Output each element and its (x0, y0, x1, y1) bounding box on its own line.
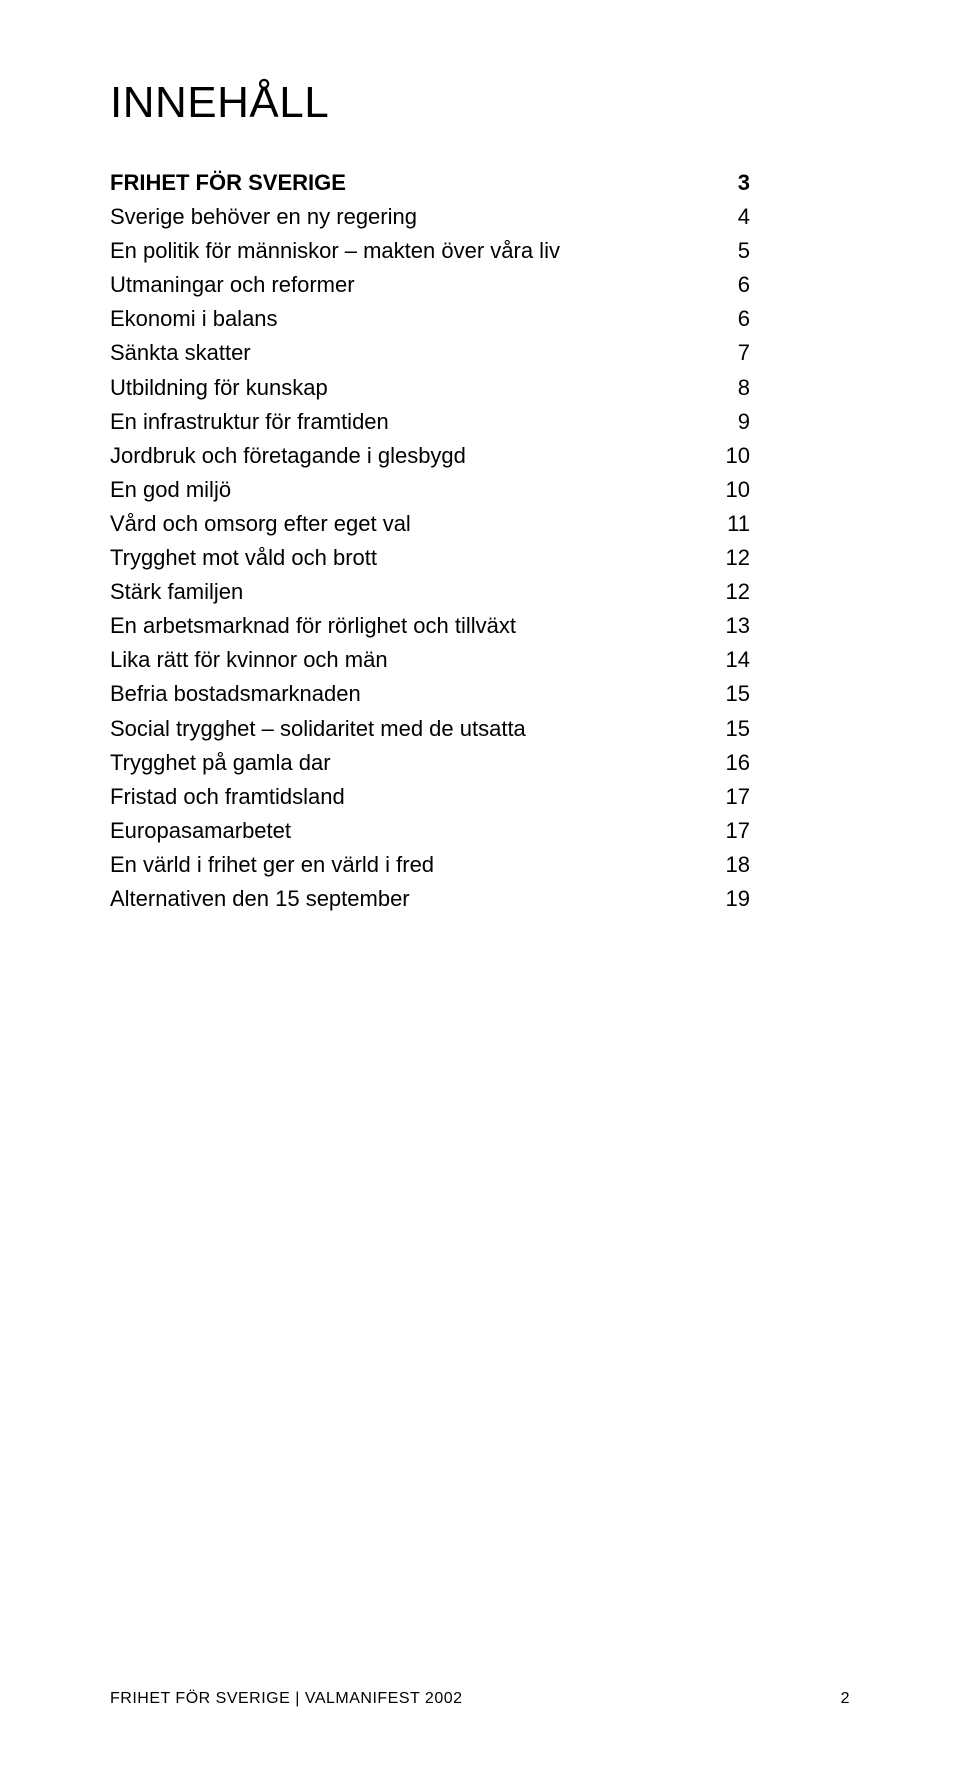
toc-entry-label: En politik för människor – makten över v… (110, 234, 718, 268)
toc-row: En värld i frihet ger en värld i fred18 (110, 848, 750, 882)
toc-row: Befria bostadsmarknaden15 (110, 677, 750, 711)
toc-row: Lika rätt för kvinnor och män14 (110, 643, 750, 677)
toc-row: Ekonomi i balans6 (110, 302, 750, 336)
page-title: INNEHÅLL (110, 78, 850, 128)
toc-entry-page: 17 (718, 780, 750, 814)
toc-entry-page: 7 (718, 336, 750, 370)
page-footer: FRIHET FÖR SVERIGE | VALMANIFEST 2002 2 (110, 1690, 850, 1708)
toc-row: Stärk familjen12 (110, 575, 750, 609)
toc-entry-page: 16 (718, 746, 750, 780)
toc-row: Europasamarbetet17 (110, 814, 750, 848)
toc-entry-label: Ekonomi i balans (110, 302, 718, 336)
toc-entry-page: 10 (718, 439, 750, 473)
toc-row: En politik för människor – makten över v… (110, 234, 750, 268)
toc-entry-label: Sänkta skatter (110, 336, 718, 370)
toc-entry-label: En infrastruktur för framtiden (110, 405, 718, 439)
toc-entry-page: 14 (718, 643, 750, 677)
toc-row: Fristad och framtidsland17 (110, 780, 750, 814)
toc-entry-label: Trygghet mot våld och brott (110, 541, 718, 575)
document-page: INNEHÅLL FRIHET FÖR SVERIGE3Sverige behö… (0, 0, 960, 1778)
toc-entry-label: Vård och omsorg efter eget val (110, 507, 718, 541)
toc-entry-page: 4 (718, 200, 750, 234)
toc-entry-label: Trygghet på gamla dar (110, 746, 718, 780)
toc-row: Social trygghet – solidaritet med de uts… (110, 712, 750, 746)
toc-row: Trygghet mot våld och brott12 (110, 541, 750, 575)
toc-entry-label: FRIHET FÖR SVERIGE (110, 166, 718, 200)
toc-entry-page: 18 (718, 848, 750, 882)
toc-entry-label: Utbildning för kunskap (110, 371, 718, 405)
toc-entry-page: 15 (718, 712, 750, 746)
toc-row: Trygghet på gamla dar16 (110, 746, 750, 780)
toc-entry-label: Sverige behöver en ny regering (110, 200, 718, 234)
toc-entry-page: 5 (718, 234, 750, 268)
toc-entry-label: Europasamarbetet (110, 814, 718, 848)
toc-row: En infrastruktur för framtiden9 (110, 405, 750, 439)
toc-entry-label: En värld i frihet ger en värld i fred (110, 848, 718, 882)
toc-row: Alternativen den 15 september19 (110, 882, 750, 916)
table-of-contents: FRIHET FÖR SVERIGE3Sverige behöver en ny… (110, 166, 750, 916)
toc-entry-label: Befria bostadsmarknaden (110, 677, 718, 711)
toc-entry-label: Lika rätt för kvinnor och män (110, 643, 718, 677)
toc-entry-label: Utmaningar och reformer (110, 268, 718, 302)
toc-entry-label: Social trygghet – solidaritet med de uts… (110, 712, 718, 746)
toc-row: Sänkta skatter7 (110, 336, 750, 370)
toc-row: FRIHET FÖR SVERIGE3 (110, 166, 750, 200)
toc-row: Sverige behöver en ny regering4 (110, 200, 750, 234)
toc-entry-page: 13 (718, 609, 750, 643)
toc-entry-page: 8 (718, 371, 750, 405)
toc-entry-label: En arbetsmarknad för rörlighet och tillv… (110, 609, 718, 643)
footer-text: FRIHET FÖR SVERIGE | VALMANIFEST 2002 (110, 1690, 463, 1708)
toc-row: Jordbruk och företagande i glesbygd10 (110, 439, 750, 473)
toc-entry-page: 3 (718, 166, 750, 200)
toc-row: Vård och omsorg efter eget val11 (110, 507, 750, 541)
toc-entry-page: 6 (718, 268, 750, 302)
toc-entry-label: Fristad och framtidsland (110, 780, 718, 814)
toc-entry-page: 12 (718, 575, 750, 609)
page-number: 2 (841, 1690, 850, 1708)
toc-row: En arbetsmarknad för rörlighet och tillv… (110, 609, 750, 643)
toc-entry-page: 15 (718, 677, 750, 711)
toc-row: Utmaningar och reformer6 (110, 268, 750, 302)
toc-entry-page: 17 (718, 814, 750, 848)
toc-entry-page: 12 (718, 541, 750, 575)
toc-entry-page: 11 (718, 507, 750, 541)
toc-entry-label: En god miljö (110, 473, 718, 507)
toc-entry-label: Stärk familjen (110, 575, 718, 609)
toc-entry-page: 9 (718, 405, 750, 439)
toc-entry-label: Jordbruk och företagande i glesbygd (110, 439, 718, 473)
toc-entry-page: 19 (718, 882, 750, 916)
toc-entry-label: Alternativen den 15 september (110, 882, 718, 916)
toc-entry-page: 6 (718, 302, 750, 336)
toc-row: En god miljö10 (110, 473, 750, 507)
toc-row: Utbildning för kunskap8 (110, 371, 750, 405)
toc-entry-page: 10 (718, 473, 750, 507)
